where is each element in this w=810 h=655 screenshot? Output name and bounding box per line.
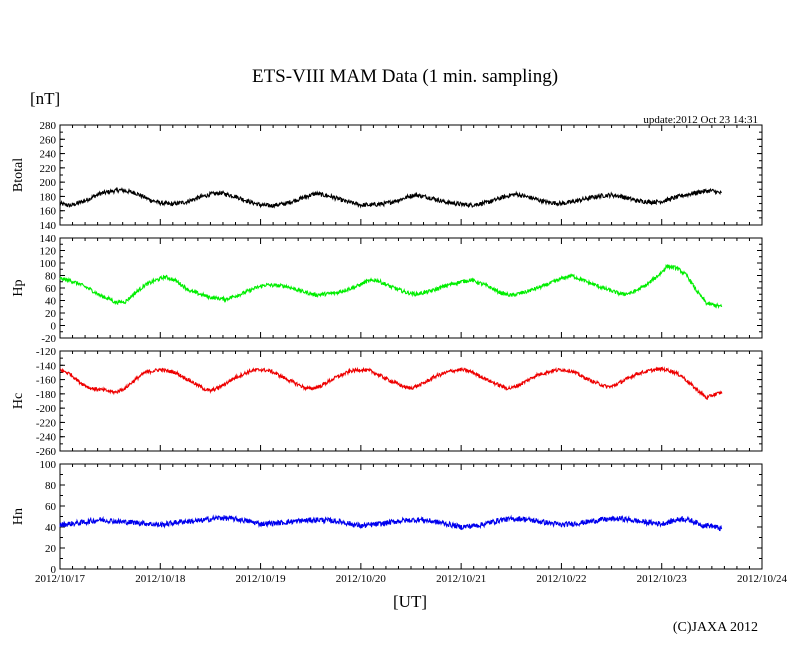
- x-axis-label: [UT]: [393, 592, 427, 611]
- y-tick-label: 120: [40, 246, 57, 258]
- panel-label-hc: Hc: [11, 393, 26, 409]
- panel-label-hn: Hn: [11, 508, 26, 525]
- panel-hc: -260 -240 -220 -200 -180 -160 -140 -120 Hc: [11, 346, 763, 458]
- x-tick-label: 2012/10/24: [737, 573, 788, 585]
- y-tick-label: 80: [45, 271, 57, 283]
- y-tick-label: -20: [41, 333, 56, 345]
- y-tick-label: 200: [40, 177, 57, 189]
- y-tick-label: 220: [40, 163, 57, 175]
- y-tick-label: 140: [40, 220, 57, 232]
- y-tick-label: 80: [45, 480, 57, 492]
- series-line-btotal: [59, 186, 723, 209]
- y-tick-label: 280: [40, 120, 57, 132]
- chart-title: ETS-VIII MAM Data (1 min. sampling): [251, 66, 559, 87]
- y-tick-label: 20: [45, 543, 57, 555]
- y-tick-label: -240: [36, 432, 57, 444]
- x-tick-label: 2012/10/21: [436, 573, 486, 585]
- y-tick-label: 40: [45, 296, 57, 308]
- series-line-hc: [59, 366, 723, 401]
- y-tick-label: 40: [45, 522, 57, 534]
- y-tick-label: -120: [36, 346, 57, 358]
- panel-frame: [59, 350, 763, 452]
- y-tick-label: -200: [36, 403, 57, 415]
- y-tick-label: 140: [40, 233, 57, 245]
- y-tick-label: 20: [45, 308, 57, 320]
- y-tick-label: 0: [51, 321, 57, 333]
- x-tick-label: 2012/10/23: [637, 573, 688, 585]
- x-tick-label: 2012/10/22: [536, 573, 586, 585]
- y-tick-label: 100: [40, 258, 57, 270]
- y-tick-label: 180: [40, 191, 57, 203]
- y-tick-label: -160: [36, 375, 57, 387]
- x-tick-label: 2012/10/20: [336, 573, 387, 585]
- panel-label-btotal: Btotal: [11, 158, 26, 192]
- panel-frame: [59, 237, 763, 339]
- y-tick-label: -180: [36, 389, 57, 401]
- y-tick-label: 260: [40, 134, 57, 146]
- y-tick-label: -220: [36, 417, 57, 429]
- y-tick-label: 100: [40, 459, 57, 471]
- y-tick-label: 240: [40, 149, 57, 161]
- y-tick-label: 60: [45, 501, 57, 513]
- panel-btotal: 140 160 180 200 220 240 260 280 Btotal: [11, 120, 763, 232]
- x-tick-label: 2012/10/19: [236, 573, 287, 585]
- y-tick-label: 160: [40, 206, 57, 218]
- y-unit-label: [nT]: [30, 89, 61, 108]
- panel-hn: 0 20 40 60 80 100 Hn: [11, 459, 763, 576]
- y-tick-label: -140: [36, 360, 57, 372]
- y-tick-label: -260: [36, 446, 57, 458]
- y-tick-label: 0: [51, 564, 57, 576]
- panel-frame: [59, 463, 763, 570]
- x-tick-label: 2012/10/18: [135, 573, 186, 585]
- panel-label-hp: Hp: [11, 279, 26, 296]
- series-line-hn: [59, 514, 723, 532]
- copyright-credit: (C)JAXA 2012: [672, 620, 758, 635]
- x-tick-label: 2012/10/17: [35, 573, 86, 585]
- series-line-hp: [59, 263, 723, 309]
- panel-frame: [59, 124, 763, 226]
- update-timestamp: update:2012 Oct 23 14:31: [643, 114, 758, 126]
- y-tick-label: 60: [45, 283, 57, 295]
